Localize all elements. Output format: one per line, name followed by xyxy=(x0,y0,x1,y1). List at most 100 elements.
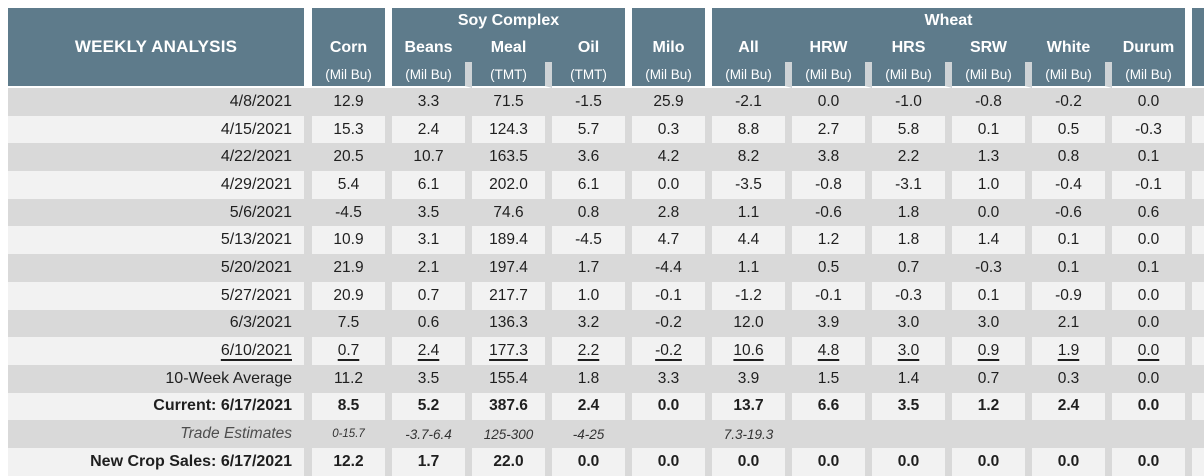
value-cell: 0.0 xyxy=(952,447,1032,476)
value-cell: 0.7 xyxy=(952,364,1032,393)
value-cell xyxy=(1032,420,1112,448)
value-cell: 2.4 xyxy=(552,392,632,421)
value-cell: 0.0 xyxy=(792,88,872,116)
table-row: New Crop Sales: 6/17/2021 12.2 1.7 22.0 0.0 0… xyxy=(8,447,1204,476)
value-cell: -0.1 xyxy=(1112,171,1192,199)
value-cell: -0.8 xyxy=(792,171,872,199)
column-header-hrs: HRS xyxy=(872,34,952,62)
value-cell: 0.8 xyxy=(1032,143,1112,172)
header-unit-row: (Mil Bu) (Mil Bu) (TMT) (TMT) (Mil Bu) (… xyxy=(8,62,1204,88)
value-cell: 0.7 xyxy=(872,254,952,282)
value-cell: 163.5 xyxy=(472,143,552,172)
value-cell: 22.0 xyxy=(472,447,552,476)
value-cell: 0.0 xyxy=(1032,447,1112,476)
value-cell: 1.3 xyxy=(952,143,1032,172)
value-cell xyxy=(792,420,872,448)
table-row: Trade Estimates 0-15.7 -3.7-6.4 125-300 -4-2… xyxy=(8,420,1204,448)
table-row: 4/8/2021 12.9 3.3 71.5 -1.5 25.9 -2.1 0.0 -1.0 -0… xyxy=(8,88,1204,116)
value-cell: 0.0 xyxy=(632,392,712,421)
value-cell: 1.1 xyxy=(712,254,792,282)
value-cell: 136.3 xyxy=(472,309,552,338)
value-cell: 2.4 xyxy=(392,115,472,144)
value-cell: -3.7-6.4 xyxy=(392,420,472,448)
value-cell: 0.3 xyxy=(632,115,712,144)
value-cell: 3.2 xyxy=(552,309,632,338)
value-cell: 0.3 xyxy=(1032,364,1112,393)
value-cell: 4.2 xyxy=(632,143,712,172)
value-cell: 1.7 xyxy=(392,447,472,476)
column-header-meal: Meal xyxy=(472,34,552,62)
value-cell: 0.0 xyxy=(1112,226,1192,255)
value-cell: 7.3-19.3 xyxy=(712,420,792,448)
value-cell: 3.5 xyxy=(392,198,472,227)
value-cell: 0.1 xyxy=(1032,226,1112,255)
value-cell: 7.5 xyxy=(312,309,392,338)
value-cell: 10.7 xyxy=(392,143,472,172)
value-cell: 0.0 xyxy=(872,447,952,476)
value-cell: 0.6 xyxy=(392,309,472,338)
value-cell: 1.5 xyxy=(792,364,872,393)
row-edge-sliver xyxy=(1192,143,1204,172)
value-cell: -3.5 xyxy=(712,171,792,199)
value-cell: 0.6 xyxy=(1112,198,1192,227)
column-header-oil: Oil xyxy=(552,34,632,62)
value-cell: 0.1 xyxy=(1112,254,1192,282)
value-cell: 0.0 xyxy=(952,198,1032,227)
value-cell: 0.7 xyxy=(312,337,392,365)
row-edge-sliver xyxy=(1192,171,1204,199)
value-cell: 0.0 xyxy=(1112,447,1192,476)
value-cell: -0.1 xyxy=(792,281,872,310)
value-cell: -3.1 xyxy=(872,171,952,199)
value-cell: 3.0 xyxy=(952,309,1032,338)
header-name-row: Beans Meal Oil All HRW HRS SRW White Dur… xyxy=(8,34,1204,62)
value-cell: 4.4 xyxy=(712,226,792,255)
value-cell: 5.2 xyxy=(392,392,472,421)
value-cell: 12.2 xyxy=(312,447,392,476)
value-cell: 197.4 xyxy=(472,254,552,282)
value-cell: 0.0 xyxy=(792,447,872,476)
value-cell: -1.5 xyxy=(552,88,632,116)
value-cell: -0.3 xyxy=(1112,115,1192,144)
unit-meal: (TMT) xyxy=(472,62,552,88)
value-cell: 15.3 xyxy=(312,115,392,144)
value-cell: -1.2 xyxy=(712,281,792,310)
value-cell: 0.1 xyxy=(1112,143,1192,172)
table-row: 5/13/2021 10.9 3.1 189.4 -4.5 4.7 4.4 1.2 1.8 1.4… xyxy=(8,226,1204,255)
group-header-soy-complex: Soy Complex xyxy=(392,8,632,34)
value-cell: -1.0 xyxy=(872,88,952,116)
row-label: 4/15/2021 xyxy=(8,115,312,144)
value-cell: 3.5 xyxy=(872,392,952,421)
unit-all-wheat: (Mil Bu) xyxy=(712,62,792,88)
value-cell: 3.5 xyxy=(392,364,472,393)
row-label: Current: 6/17/2021 xyxy=(8,392,312,421)
value-cell: 2.2 xyxy=(872,143,952,172)
unit-beans: (Mil Bu) xyxy=(392,62,472,88)
value-cell: 2.1 xyxy=(1032,309,1112,338)
row-edge-sliver xyxy=(1192,420,1204,448)
value-cell: 2.1 xyxy=(392,254,472,282)
value-cell: 74.6 xyxy=(472,198,552,227)
table-row: 5/6/2021 -4.5 3.5 74.6 0.8 2.8 1.1 -0.6 1.8 0.0 -0… xyxy=(8,198,1204,227)
value-cell: 0.0 xyxy=(712,447,792,476)
table-row: 5/27/2021 20.9 0.7 217.7 1.0 -0.1 -1.2 -0.1 -0.3… xyxy=(8,281,1204,310)
row-edge-sliver xyxy=(1192,281,1204,310)
row-label: 4/8/2021 xyxy=(8,88,312,116)
value-cell: 2.8 xyxy=(632,198,712,227)
value-cell: 0.1 xyxy=(952,281,1032,310)
value-cell: 3.3 xyxy=(392,88,472,116)
value-cell: 0.0 xyxy=(1112,337,1192,365)
value-cell: 10.9 xyxy=(312,226,392,255)
row-label: 4/22/2021 xyxy=(8,143,312,172)
value-cell: 8.5 xyxy=(312,392,392,421)
weekly-analysis-table: WEEKLY ANALYSIS Corn Soy Complex Milo Wh… xyxy=(8,8,1204,476)
row-edge-sliver xyxy=(1192,337,1204,365)
value-cell: -4.5 xyxy=(552,226,632,255)
row-label: 6/3/2021 xyxy=(8,309,312,338)
value-cell: 0.0 xyxy=(552,447,632,476)
header-group-row: WEEKLY ANALYSIS Corn Soy Complex Milo Wh… xyxy=(8,8,1204,88)
value-cell: 3.0 xyxy=(872,337,952,365)
value-cell: 1.8 xyxy=(872,198,952,227)
value-cell: 0.8 xyxy=(552,198,632,227)
value-cell: -4.4 xyxy=(632,254,712,282)
value-cell: 4.8 xyxy=(792,337,872,365)
